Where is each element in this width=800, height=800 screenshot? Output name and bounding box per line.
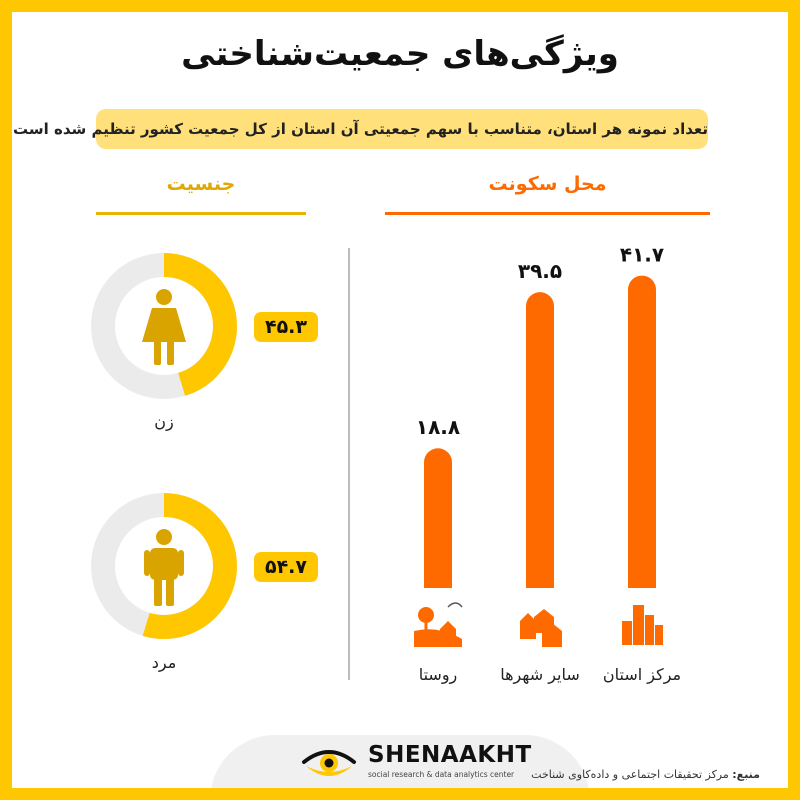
bar-value-label: ۱۸.۸ [416,415,460,439]
residence-bar-chart: ۴۱.۷ مرکز استان ۳۹.۵ سایر شهرها ۱۸.۸ روستا [414,243,681,685]
brand-tagline: social research & data analytics center [368,770,515,779]
gender-underline [96,212,306,215]
residence-underline [385,212,710,215]
man-share-arc [91,493,237,639]
source-text: مرکز تحقیقات اجتماعی و داده‌کاوی شناخت [531,768,729,781]
source-note: منبع: مرکز تحقیقات اجتماعی و داده‌کاوی ش… [531,768,760,781]
man-icon [144,529,184,606]
man-label: مرد [151,653,177,672]
bar-base-mask [628,588,656,606]
town-houses-icon [520,609,562,647]
bar-base-mask [424,588,452,606]
category-label: مرکز استان [603,665,681,685]
page-title: ویژگی‌های جمعیت‌شناختی [181,34,619,74]
city-buildings-icon [622,605,663,645]
donut-woman [88,250,240,406]
woman-value-badge: ۴۵.۳ [254,312,318,342]
village-icon [414,602,463,647]
bar-base-mask [526,588,554,606]
bar-2 [526,292,554,604]
woman-label: زن [154,412,174,431]
section-divider [348,248,350,680]
gender-section-title: جنسیت [166,173,236,195]
bar-value-label: ۴۱.۷ [620,243,664,267]
category-label: روستا [419,665,458,685]
brand-name: SHENAAKHT [368,742,532,768]
residence-section-title: محل سکونت [488,173,607,195]
bar-value-label: ۳۹.۵ [518,259,562,283]
woman-share-arc [91,253,237,399]
subtitle-note: تعداد نمونه هر استان، متناسب با سهم جمعی… [7,109,708,149]
category-label: سایر شهرها [500,665,580,685]
bar-3 [424,448,452,604]
source-label: منبع: [732,768,760,781]
shenaakht-logo-icon [302,750,356,776]
bar-1 [628,275,656,604]
man-value-badge: ۵۴.۷ [254,552,318,582]
donut-man [88,490,240,646]
woman-icon [142,289,186,365]
